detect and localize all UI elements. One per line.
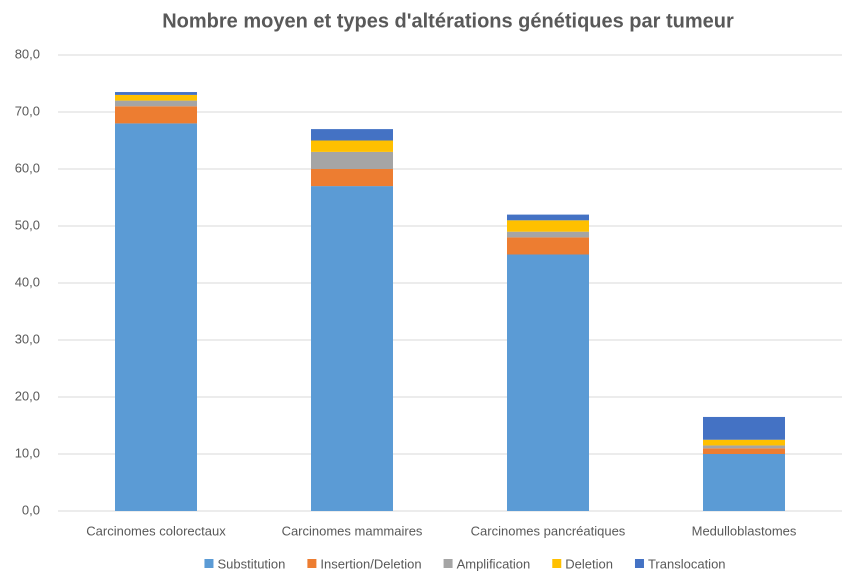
legend-label: Substitution (217, 556, 285, 571)
y-tick-label: 70,0 (15, 103, 40, 118)
bar-segment (507, 237, 589, 255)
legend-label: Translocation (648, 556, 726, 571)
legend-label: Insertion/Deletion (320, 556, 421, 571)
y-tick-label: 60,0 (15, 160, 40, 175)
bar-segment (311, 169, 393, 187)
bar-segment (703, 454, 785, 511)
y-tick-label: 40,0 (15, 274, 40, 289)
bar-segment (115, 106, 197, 124)
x-tick-label: Carcinomes mammaires (282, 523, 423, 538)
x-tick-label: Carcinomes pancréatiques (471, 523, 626, 538)
y-tick-label: 20,0 (15, 388, 40, 403)
bar-segment (311, 140, 393, 152)
y-tick-label: 50,0 (15, 217, 40, 232)
bar-segment (703, 445, 785, 449)
bar-segment (507, 220, 589, 232)
y-tick-label: 0,0 (22, 502, 40, 517)
legend-swatch (443, 559, 453, 568)
bar-segment (115, 100, 197, 107)
bar-segment (115, 94, 197, 101)
legend-swatch (204, 559, 214, 568)
bar-segment (507, 231, 589, 238)
legend-swatch (634, 559, 644, 568)
bar-segment (311, 129, 393, 141)
bar-segment (311, 186, 393, 511)
y-tick-label: 30,0 (15, 331, 40, 346)
legend-swatch (552, 559, 562, 568)
bar-segment (311, 151, 393, 169)
legend-label: Amplification (457, 556, 531, 571)
y-tick-label: 80,0 (15, 46, 40, 61)
bar-segment (703, 439, 785, 446)
bar-segment (507, 214, 589, 221)
bar-segment (507, 254, 589, 511)
chart-title: Nombre moyen et types d'altérations géné… (162, 10, 734, 32)
bar-segment (703, 416, 785, 440)
legend-label: Deletion (565, 556, 613, 571)
bar-segment (115, 92, 197, 95)
y-tick-label: 10,0 (15, 445, 40, 460)
legend-swatch (307, 559, 317, 568)
bar-segment (703, 448, 785, 454)
x-tick-label: Carcinomes colorectaux (86, 523, 226, 538)
bar-segment (115, 123, 197, 512)
x-tick-label: Medulloblastomes (692, 523, 797, 538)
